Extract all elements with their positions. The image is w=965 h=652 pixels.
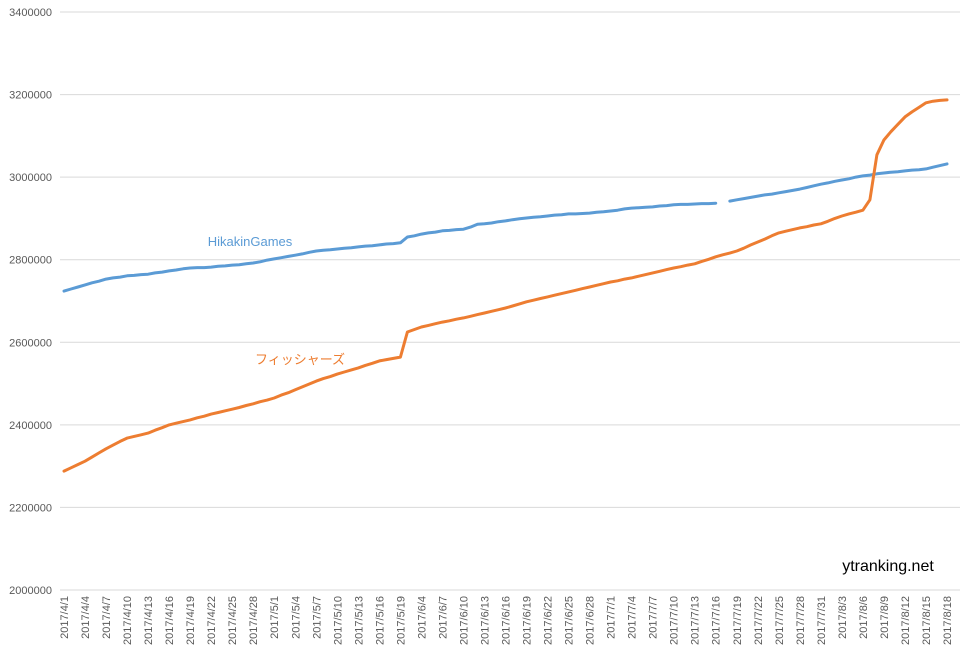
x-tick-label: 2017/7/7 (648, 596, 660, 639)
x-tick-label: 2017/6/22 (543, 596, 555, 645)
x-tick-label: 2017/5/4 (290, 596, 302, 639)
x-tick-label: 2017/4/25 (227, 596, 239, 645)
x-tick-label: 2017/4/4 (80, 596, 92, 639)
x-tick-label: 2017/8/18 (942, 596, 954, 645)
y-tick-label: 2200000 (9, 502, 52, 514)
x-tick-label: 2017/5/1 (269, 596, 281, 639)
x-tick-label: 2017/8/9 (879, 596, 891, 639)
x-tick-label: 2017/6/10 (458, 596, 470, 645)
watermark: ytranking.net (842, 558, 934, 575)
x-tick-label: 2017/4/19 (185, 596, 197, 645)
x-tick-label: 2017/6/28 (585, 596, 597, 645)
x-tick-label: 2017/5/19 (395, 596, 407, 645)
x-tick-label: 2017/7/1 (606, 596, 618, 639)
x-tick-label: 2017/6/7 (437, 596, 449, 639)
x-tick-label: 2017/8/3 (837, 596, 849, 639)
y-tick-label: 2800000 (9, 255, 52, 267)
y-tick-label: 2000000 (9, 585, 52, 597)
x-tick-label: 2017/5/10 (332, 596, 344, 645)
x-tick-label: 2017/7/25 (774, 596, 786, 645)
series-line (62, 98, 949, 473)
y-tick-label: 3200000 (9, 90, 52, 102)
x-tick-label: 2017/7/13 (690, 596, 702, 645)
series-line (728, 162, 949, 203)
x-tick-label: 2017/7/16 (711, 596, 723, 645)
x-tick-label: 2017/6/19 (522, 596, 534, 645)
x-tick-label: 2017/4/22 (206, 596, 218, 645)
x-tick-label: 2017/4/1 (59, 596, 71, 639)
x-tick-label: 2017/4/10 (122, 596, 134, 645)
x-tick-label: 2017/7/19 (732, 596, 744, 645)
x-tick-label: 2017/6/25 (564, 596, 576, 645)
x-tick-label: 2017/8/15 (921, 596, 933, 645)
x-tick-label: 2017/4/16 (164, 596, 176, 645)
x-tick-label: 2017/7/4 (627, 596, 639, 639)
x-tick-label: 2017/6/16 (501, 596, 513, 645)
series-line (62, 201, 718, 293)
x-tick-label: 2017/5/7 (311, 596, 323, 639)
x-tick-label: 2017/5/13 (353, 596, 365, 645)
y-tick-label: 3400000 (9, 7, 52, 19)
x-tick-label: 2017/7/10 (669, 596, 681, 645)
x-tick-label: 2017/4/28 (248, 596, 260, 645)
y-tick-label: 3000000 (9, 172, 52, 184)
x-tick-label: 2017/7/31 (816, 596, 828, 645)
y-tick-label: 2400000 (9, 420, 52, 432)
x-tick-label: 2017/6/4 (416, 596, 428, 639)
series-label: フィッシャーズ (255, 352, 345, 367)
x-tick-label: 2017/7/22 (753, 596, 765, 645)
x-tick-label: 2017/7/28 (795, 596, 807, 645)
y-tick-label: 2600000 (9, 337, 52, 349)
x-tick-label: 2017/8/12 (900, 596, 912, 645)
x-tick-label: 2017/5/16 (374, 596, 386, 645)
x-tick-label: 2017/4/13 (143, 596, 155, 645)
x-tick-label: 2017/4/7 (101, 596, 113, 639)
x-tick-label: 2017/6/13 (479, 596, 491, 645)
series-label: HikakinGames (208, 234, 293, 249)
x-tick-label: 2017/8/6 (858, 596, 870, 639)
